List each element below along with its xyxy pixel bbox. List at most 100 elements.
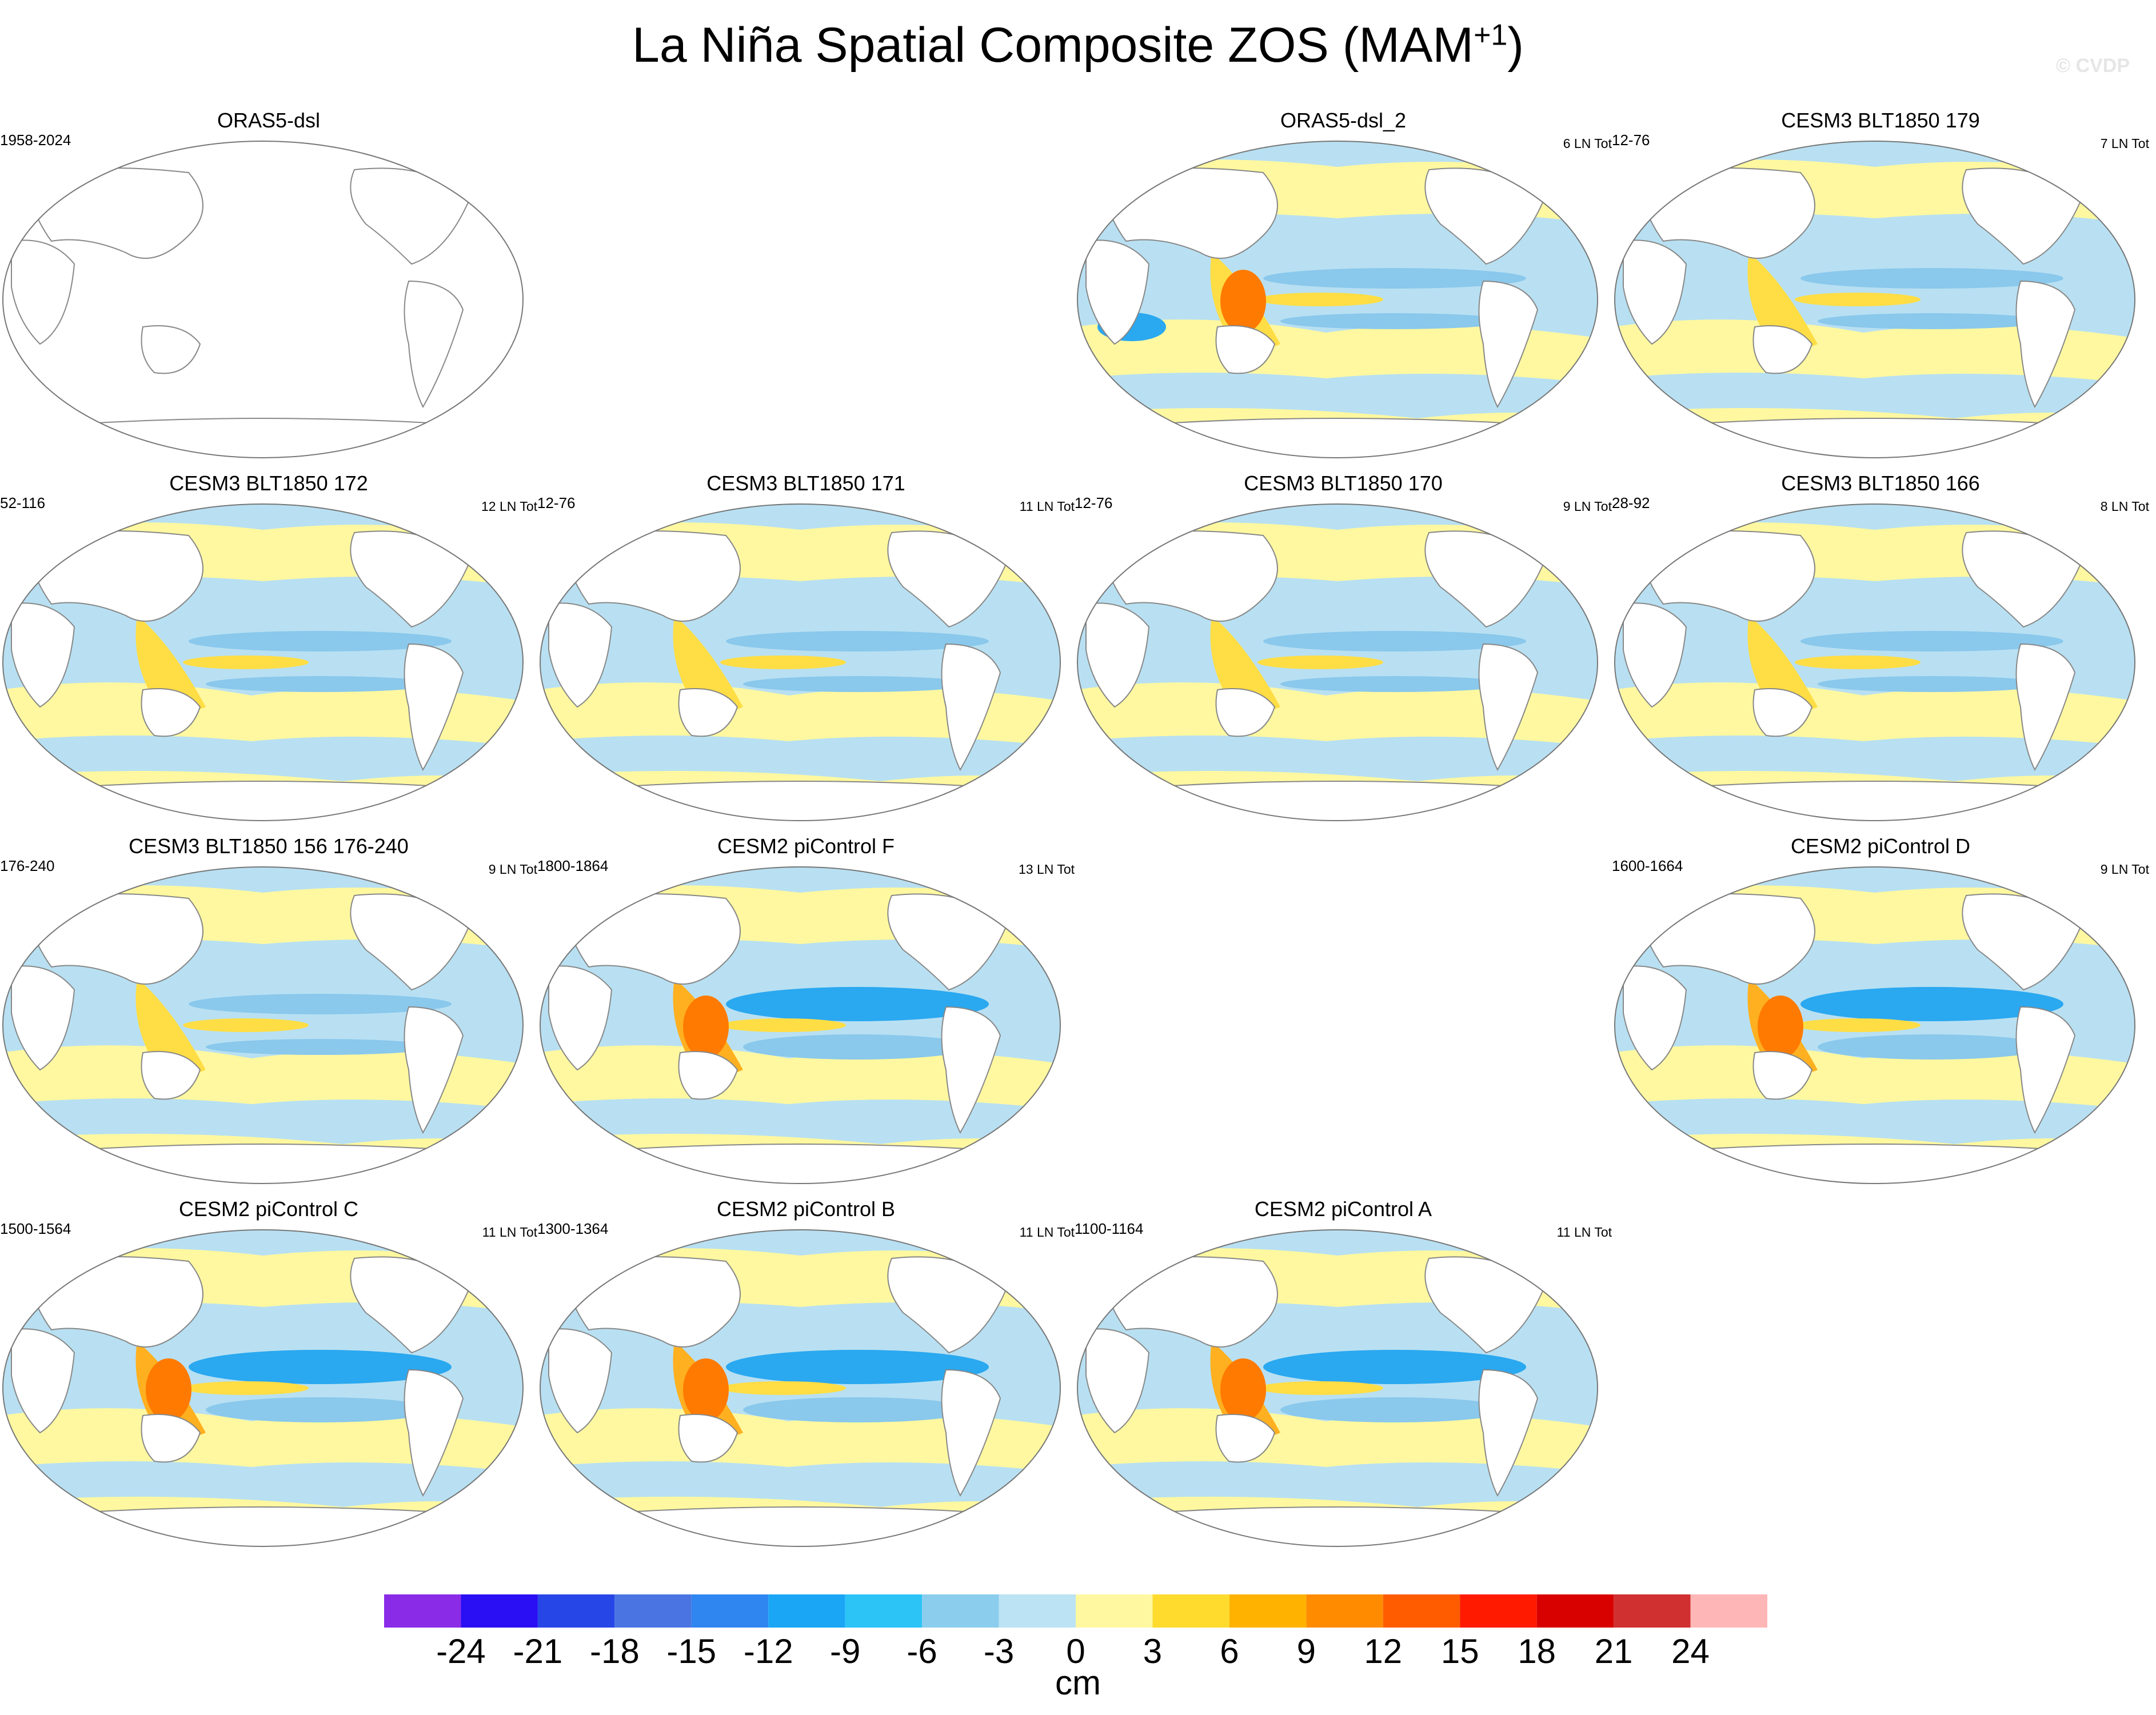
australia-land bbox=[678, 1051, 738, 1100]
southern-positive-band bbox=[1077, 682, 1598, 747]
panel-years: 1958-2024 bbox=[0, 131, 71, 149]
panel-event-count: 11 LN Tot bbox=[1019, 1225, 1075, 1240]
africa-land bbox=[11, 965, 75, 1071]
equatorial-positive-tongue bbox=[1795, 293, 1921, 306]
map-panel: CESM3 BLT1850 170 12-76 9 LN Tot bbox=[1075, 471, 1612, 826]
panel-years: 1300-1364 bbox=[537, 1220, 609, 1237]
map-panel: CESM3 BLT1850 179 12-76 7 LN Tot bbox=[1612, 109, 2149, 463]
colorbar-tick-label: -18 bbox=[590, 1632, 640, 1669]
colorbar-tick-label: -6 bbox=[907, 1632, 937, 1669]
africa-land bbox=[548, 965, 613, 1071]
south-equatorial-negative-band bbox=[206, 676, 434, 692]
colorbar-tick-label: 12 bbox=[1364, 1632, 1402, 1669]
warm-pool-positive bbox=[135, 615, 206, 710]
panel-years: 28-92 bbox=[1612, 494, 1650, 511]
panel-title: ORAS5-dsl bbox=[217, 109, 321, 132]
colorbar-bin bbox=[845, 1594, 923, 1628]
australia-land bbox=[678, 1414, 738, 1463]
panel-years: 12-76 bbox=[537, 494, 576, 511]
panel-title: CESM2 piControl D bbox=[1790, 834, 1971, 858]
australia-land bbox=[1215, 688, 1276, 737]
southern-positive-band bbox=[3, 1045, 523, 1110]
panel-title: CESM3 BLT1850 171 bbox=[706, 471, 905, 495]
colorbar-bin bbox=[384, 1594, 461, 1628]
equatorial-negative-band bbox=[1800, 987, 2063, 1021]
south-america-land bbox=[404, 1369, 464, 1497]
south-america-land bbox=[404, 280, 464, 409]
panel-event-count: 13 LN Tot bbox=[1018, 862, 1075, 877]
cvdp-watermark: © CVDP bbox=[2056, 55, 2130, 77]
robinson-map bbox=[2, 866, 524, 1184]
antarctica-land bbox=[1077, 1506, 1598, 1546]
map-field bbox=[1077, 141, 1598, 458]
map-boundary bbox=[1614, 866, 2135, 1184]
australia-land bbox=[678, 688, 738, 737]
title-superscript: +1 bbox=[1474, 18, 1508, 52]
panel-title: CESM2 piControl F bbox=[717, 834, 895, 858]
map-boundary bbox=[540, 1229, 1061, 1547]
southern-positive-band bbox=[540, 1408, 1060, 1473]
africa-land bbox=[548, 1328, 613, 1434]
warm-pool-positive bbox=[135, 978, 206, 1073]
south-equatorial-negative-band bbox=[743, 1034, 972, 1060]
colorbar-bin bbox=[999, 1594, 1076, 1628]
map-boundary bbox=[540, 503, 1061, 821]
australia-land bbox=[1752, 325, 1813, 374]
antarctica-land bbox=[540, 1506, 1060, 1546]
title-close: ) bbox=[1507, 18, 1524, 73]
panel-title: CESM3 BLT1850 172 bbox=[169, 471, 368, 495]
equatorial-positive-tongue bbox=[183, 1018, 309, 1032]
map-panel: CESM3 BLT1850 166 28-92 8 LN Tot bbox=[1612, 471, 2149, 826]
map-panel: ORAS5-dsl_2 6 LN Tot bbox=[1075, 109, 1612, 463]
warm-pool-positive bbox=[1210, 615, 1280, 710]
equatorial-positive-tongue bbox=[1795, 1018, 1921, 1032]
map-field bbox=[1077, 504, 1598, 821]
panel-title: CESM3 BLT1850 156 176-240 bbox=[129, 834, 409, 858]
australia-land bbox=[141, 325, 201, 374]
warm-pool-positive bbox=[1747, 253, 1818, 347]
africa-land bbox=[1085, 1328, 1150, 1434]
robinson-map bbox=[1077, 503, 1598, 821]
panel-title: CESM2 piControl C bbox=[178, 1197, 359, 1221]
title-text: La Niña Spatial Composite ZOS (MAM bbox=[632, 18, 1474, 73]
australia-land bbox=[141, 1051, 201, 1100]
equatorial-positive-tongue bbox=[183, 1381, 309, 1395]
australia-land bbox=[1752, 688, 1813, 737]
colorbar-tick-label: -12 bbox=[744, 1632, 793, 1669]
antarctica-land bbox=[1077, 418, 1598, 458]
south-equatorial-negative-band bbox=[1280, 1397, 1509, 1422]
southern-positive-band bbox=[1615, 682, 2135, 747]
equatorial-positive-tongue bbox=[183, 655, 309, 669]
map-boundary bbox=[540, 866, 1061, 1184]
colorbar-bin bbox=[1306, 1594, 1383, 1628]
colorbar-bin bbox=[922, 1594, 999, 1628]
colorbar-bin bbox=[461, 1594, 538, 1628]
south-america-land bbox=[2015, 1006, 2076, 1134]
colorbar-bin bbox=[768, 1594, 845, 1628]
robinson-map bbox=[2, 503, 524, 821]
antarctica-land bbox=[3, 781, 523, 821]
panel-event-count: 11 LN Tot bbox=[482, 1225, 537, 1240]
robinson-map bbox=[2, 1229, 524, 1547]
map-boundary bbox=[1077, 1229, 1598, 1547]
warm-pool-positive bbox=[1747, 615, 1818, 710]
map-field bbox=[1077, 1230, 1598, 1546]
colorbar-bin bbox=[1076, 1594, 1153, 1628]
southern-positive-band bbox=[540, 682, 1060, 747]
southern-positive-band bbox=[540, 1045, 1060, 1110]
south-america-land bbox=[941, 643, 1001, 771]
south-america-land bbox=[2015, 643, 2076, 771]
map-panel: CESM3 BLT1850 156 176-240 176-240 9 LN Tot bbox=[0, 834, 537, 1189]
africa-land bbox=[1085, 239, 1150, 345]
equatorial-positive-tongue bbox=[1795, 655, 1921, 669]
panel-event-count: 8 LN Tot bbox=[2100, 499, 2149, 514]
figure-title: La Niña Spatial Composite ZOS (MAM+1) bbox=[0, 17, 2156, 74]
robinson-map bbox=[540, 503, 1061, 821]
colorbar-bin bbox=[691, 1594, 769, 1628]
warm-pool-positive bbox=[673, 615, 743, 710]
south-equatorial-negative-band bbox=[206, 1039, 434, 1055]
equatorial-negative-band bbox=[726, 1350, 989, 1384]
map-panel: CESM2 piControl A 1100-1164 11 LN Tot bbox=[1075, 1197, 1612, 1552]
africa-land bbox=[1623, 965, 1687, 1071]
colorbar: -24 -21 -18 -15 -12 -9 -6 -3 0 3 6 9 12 15 18 21 24 bbox=[384, 1594, 1767, 1669]
